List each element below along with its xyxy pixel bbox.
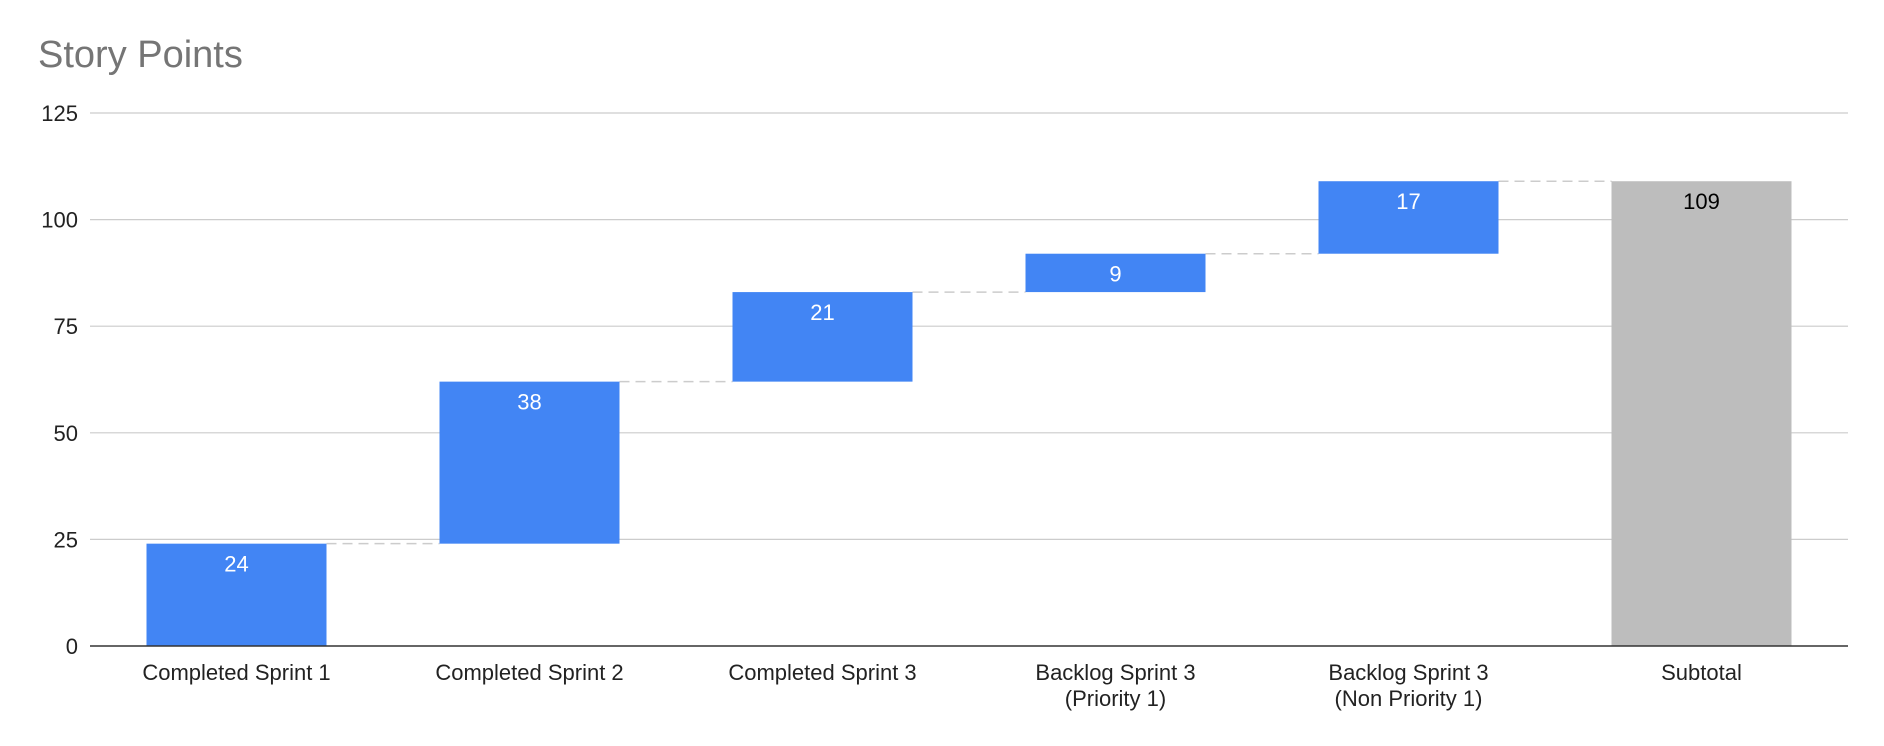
bar-increase bbox=[732, 292, 913, 382]
x-tick-label: Completed Sprint 3 bbox=[728, 660, 916, 685]
y-axis-ticks: 0 25 50 75 100 125 bbox=[41, 101, 78, 659]
y-tick-label: 125 bbox=[41, 101, 78, 126]
y-tick-label: 25 bbox=[54, 527, 78, 552]
y-tick-label: 75 bbox=[54, 314, 78, 339]
bar-increase bbox=[439, 381, 620, 544]
x-tick-label: Backlog Sprint 3 (Priority 1) bbox=[1035, 660, 1195, 711]
data-label: 38 bbox=[517, 390, 541, 415]
x-tick-label: Subtotal bbox=[1661, 660, 1742, 685]
bar-increase bbox=[1318, 181, 1499, 254]
connector-lines bbox=[326, 180, 1612, 545]
x-tick-label-line: Subtotal bbox=[1661, 660, 1742, 685]
x-axis-tick-labels: Completed Sprint 1 Completed Sprint 2 Comp… bbox=[142, 660, 1742, 711]
y-tick-label: 100 bbox=[41, 208, 78, 233]
data-label: 9 bbox=[1109, 262, 1121, 287]
x-tick-label: Backlog Sprint 3 (Non Priority 1) bbox=[1328, 660, 1488, 711]
x-tick-label-line: Completed Sprint 3 bbox=[728, 660, 916, 685]
data-label: 21 bbox=[810, 300, 834, 325]
x-tick-label: Completed Sprint 2 bbox=[435, 660, 623, 685]
bars bbox=[146, 181, 1792, 646]
y-tick-label: 50 bbox=[54, 421, 78, 446]
gridlines bbox=[90, 112, 1848, 541]
x-tick-label-line: Completed Sprint 2 bbox=[435, 660, 623, 685]
data-label: 17 bbox=[1396, 189, 1420, 214]
data-labels: 24 38 21 9 17 109 bbox=[224, 189, 1720, 576]
bar-subtotal bbox=[1611, 181, 1792, 646]
chart-title: Story Points bbox=[38, 34, 243, 76]
x-tick-label-line: Backlog Sprint 3 bbox=[1035, 660, 1195, 685]
bar-increase bbox=[146, 543, 327, 646]
y-tick-label: 0 bbox=[66, 634, 78, 659]
x-tick-label-line: Completed Sprint 1 bbox=[142, 660, 330, 685]
data-label: 109 bbox=[1683, 189, 1720, 214]
data-label: 24 bbox=[224, 552, 248, 577]
x-tick-label: Completed Sprint 1 bbox=[142, 660, 330, 685]
bar-increase bbox=[1025, 253, 1206, 293]
x-tick-label-line: Backlog Sprint 3 bbox=[1328, 660, 1488, 685]
x-tick-label-line: (Priority 1) bbox=[1065, 686, 1166, 711]
x-tick-label-line: (Non Priority 1) bbox=[1335, 686, 1483, 711]
